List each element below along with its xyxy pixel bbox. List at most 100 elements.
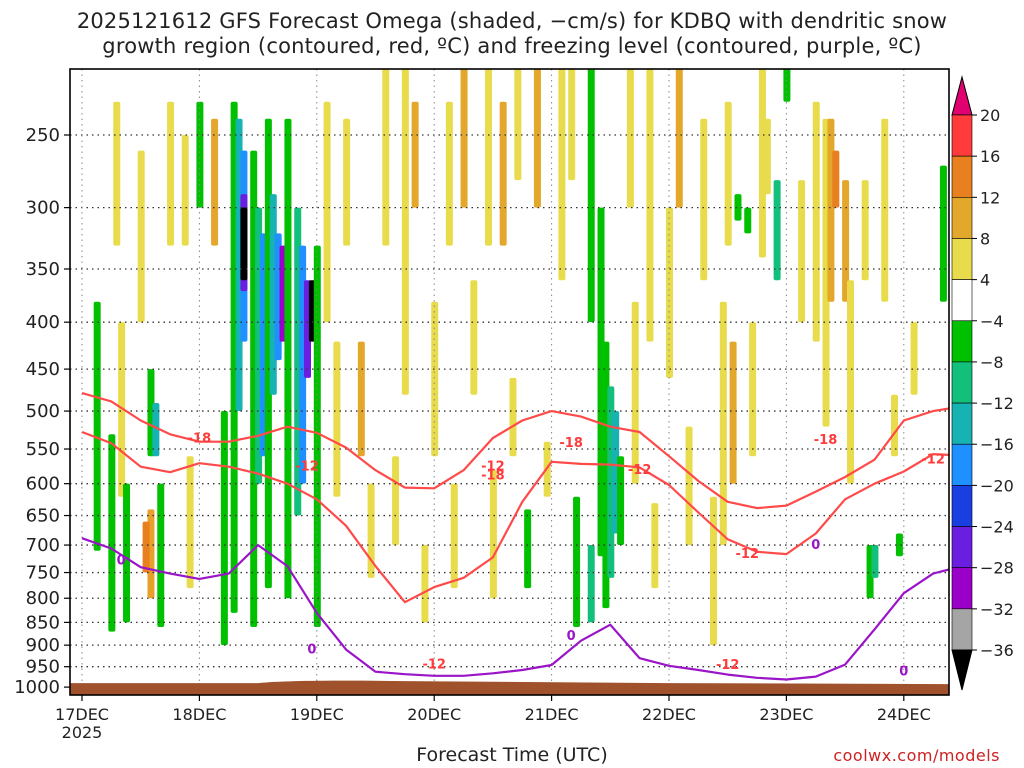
omega-cell: [798, 180, 806, 323]
colorbar-tick-label: −16: [980, 435, 1014, 454]
colorbar: 20 16 12 8 4 −4 −8 −12 −16 −20 −24 −28 −32 −36: [951, 75, 1014, 691]
chart-title-line-2: growth region (contoured, red, ºC) and f…: [102, 34, 922, 58]
y-tick-label: 950: [26, 657, 60, 678]
omega-cell: [651, 503, 659, 589]
omega-cell: [881, 118, 889, 302]
omega-cell: [533, 69, 541, 208]
colorbar-bin: [951, 402, 973, 445]
omega-cell: [524, 509, 532, 589]
colorbar-tick-label: 12: [980, 188, 1000, 207]
x-tick-label: 19DEC: [290, 705, 344, 724]
omega-cell: [719, 301, 727, 546]
colorbar-bin: [951, 526, 973, 568]
omega-cell: [587, 69, 595, 323]
omega-cell: [196, 101, 204, 208]
omega-cell: [895, 533, 903, 557]
colorbar-tick-label: −8: [980, 353, 1004, 372]
credit-text[interactable]: coolwx.com/models: [833, 746, 1000, 765]
omega-cell: [323, 101, 331, 323]
omega-cell: [827, 118, 835, 302]
y-tick-label: 800: [26, 588, 60, 609]
omega-cell: [421, 545, 429, 623]
omega-cell: [401, 69, 409, 395]
colorbar-bin: [951, 485, 973, 527]
terrain-surface: [70, 680, 949, 695]
x-tick-label: 23DEC: [759, 705, 813, 724]
omega-cell: [284, 118, 292, 599]
omega-cell: [445, 101, 453, 246]
omega-cell: [470, 280, 478, 395]
contour-layer: [81, 392, 949, 681]
x-tick-label: 17DEC: [55, 705, 109, 724]
plot-frame: [69, 68, 950, 696]
y-tick-label: 850: [26, 612, 60, 633]
omega-cell: [460, 69, 468, 208]
x-axis: 17DEC 18DEC 19DEC 20DEC 21DEC 22DEC 23DEC 24DEC…: [55, 695, 931, 742]
y-tick-label: 500: [26, 401, 60, 422]
contour-label: -18: [814, 433, 838, 448]
contour-label: -12: [736, 547, 760, 562]
x-tick-label: 21DEC: [525, 705, 579, 724]
omega-cell: [142, 521, 150, 573]
omega-cell: [763, 118, 771, 195]
colorbar-bin: [951, 443, 973, 486]
omega-cell: [749, 322, 757, 457]
omega-cell: [450, 483, 458, 589]
omega-cell: [167, 101, 175, 246]
contour-label: -12: [716, 658, 740, 673]
colorbar-bin: [951, 608, 973, 651]
contour-label: -18: [481, 469, 505, 484]
contour-label: -12: [422, 658, 446, 673]
contour-label: -18: [188, 432, 212, 447]
colorbar-tick-label: −24: [980, 518, 1014, 537]
omega-cell: [367, 483, 375, 578]
y-tick-label: 350: [26, 259, 60, 280]
omega-cell: [675, 69, 683, 208]
omega-cell: [773, 180, 781, 281]
y-tick-label: 600: [26, 474, 60, 495]
omega-cell: [710, 496, 718, 646]
omega-cell: [783, 69, 791, 102]
colorbar-tick-label: 8: [980, 229, 990, 248]
y-tick-label: 300: [26, 198, 60, 219]
y-axis: 2503003504004505005506006507007508008509…: [14, 125, 70, 698]
omega-cell: [734, 194, 742, 221]
omega-cell: [744, 207, 752, 234]
colorbar-tick-label: −4: [980, 312, 1004, 331]
y-tick-label: 250: [26, 125, 60, 146]
colorbar-arrow-top: [951, 75, 973, 116]
omega-cell: [509, 377, 517, 457]
omega-cell: [181, 135, 189, 246]
omega-cell: [910, 322, 918, 395]
omega-cell: [939, 165, 947, 302]
x-tick-label: 18DEC: [172, 705, 226, 724]
colorbar-tick-label: −32: [980, 600, 1014, 619]
y-tick-label: 650: [26, 506, 60, 527]
omega-cell: [558, 69, 566, 281]
omega-cell: [489, 470, 497, 599]
omega-cell: [646, 69, 654, 342]
omega-cell: [333, 341, 341, 497]
contour-label: -18: [559, 436, 583, 451]
omega-cell: [891, 394, 899, 457]
omega-cell: [617, 456, 625, 546]
contour-label: -12: [921, 453, 945, 468]
y-tick-label: 700: [26, 535, 60, 556]
omega-cell: [220, 411, 228, 646]
omega-cell: [499, 101, 507, 246]
colorbar-bin: [951, 155, 973, 198]
omega-cell: [700, 118, 708, 281]
contour-label: 0: [899, 665, 908, 680]
colorbar-bin: [951, 238, 973, 280]
x-tick-label: 22DEC: [642, 705, 696, 724]
omega-cell: [343, 118, 351, 246]
omega-cell: [186, 456, 194, 589]
omega-cell: [485, 69, 493, 246]
omega-cell: [411, 101, 419, 208]
colorbar-tick-label: −20: [980, 476, 1014, 495]
omega-cell: [758, 69, 766, 258]
contour-label: 0: [307, 643, 316, 658]
omega-cell: [152, 403, 160, 457]
y-tick-label: 450: [26, 359, 60, 380]
